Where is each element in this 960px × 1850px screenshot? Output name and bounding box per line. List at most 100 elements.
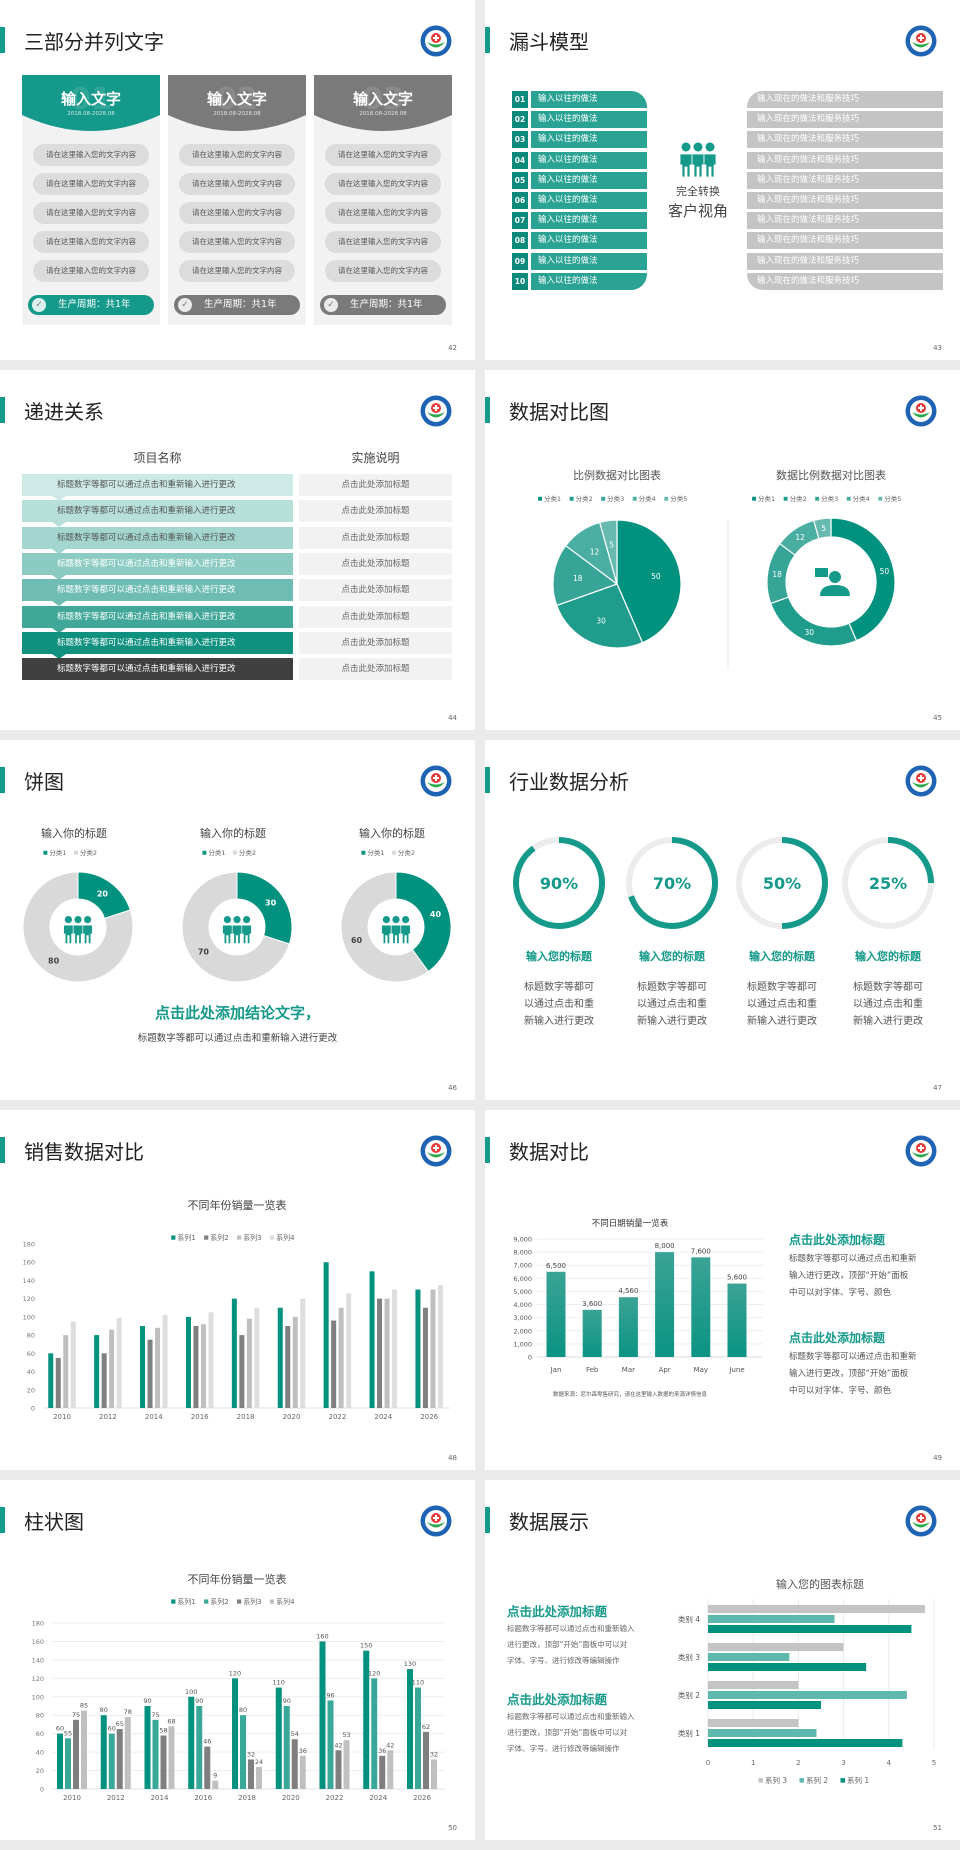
logo-cross (433, 35, 439, 41)
chart-title: 不同日期销量一览表 (592, 1218, 669, 1229)
funnel-left-item: 输入以往的做法 (531, 171, 647, 189)
progress-percent: 50% (763, 874, 801, 893)
slide-title: 行业数据分析 (509, 770, 629, 794)
slide-45[interactable]: 数据对比图 45 比例数据对比图表 分类1 分类2 分类3 分类4 分类5 50 30 18 12 5 数… (485, 370, 960, 730)
hospital-logo-icon (905, 765, 937, 797)
card-item: 请在这里输入您的文字内容 (179, 173, 295, 195)
data-label: 160 (316, 1632, 328, 1640)
data-label: 75 (72, 1711, 80, 1719)
page-number: 47 (933, 1084, 942, 1092)
page-number: 46 (448, 1084, 457, 1092)
data-label: 80 (48, 957, 60, 966)
block-text: 输入进行更改，顶部“开始”面板 (789, 1271, 909, 1281)
bar (70, 1321, 76, 1408)
slide-46[interactable]: 饼图 46 输入你的标题 分类1 分类2 20 80 输入你的标题 分类1 分类2 30 70 输入你的… (0, 740, 475, 1100)
y-tick-label: 0 (31, 1405, 35, 1413)
data-label: 42 (334, 1741, 342, 1749)
legend-label: 分类1 (544, 494, 561, 503)
page-number: 44 (448, 714, 457, 722)
y-tick-label: 20 (27, 1386, 35, 1394)
step-arrow (52, 653, 66, 659)
bar (407, 1669, 413, 1789)
title-accent-bar (0, 397, 5, 423)
slide-47[interactable]: 行业数据分析 47 90% 70% 50% 25% 输入您的标题 标题数字等都可 以通过点击和重… (485, 740, 960, 1100)
x-tick-label: 2016 (191, 1413, 209, 1421)
person-head (693, 142, 703, 152)
x-tick-label: Jan (550, 1366, 562, 1374)
legend-label: 系列4 (276, 1597, 295, 1606)
step-item: 标题数字等都可以通过点击和重新输入进行更改 (22, 658, 293, 681)
slide-44[interactable]: 递进关系 44 项目名称 实施说明 标题数字等都可以通过点击和重新输入进行更改 点击此处添… (0, 370, 475, 730)
bar (73, 1719, 79, 1789)
data-label: 12 (590, 547, 600, 556)
y-tick-label: 1,000 (513, 1340, 532, 1348)
slide-title: 饼图 (24, 770, 64, 794)
chart-title: 不同年份销量一览表 (188, 1198, 287, 1212)
block-text: 进行更改，顶部“开始”面板中可以对 (507, 1728, 628, 1737)
bar (63, 1335, 69, 1408)
slide-48[interactable]: 销售数据对比 48 不同年份销量一览表 系列1 系列2 系列3 系列4 0 20 40 60 80 10… (0, 1110, 475, 1470)
person-head (382, 916, 390, 924)
center-line1: 完全转换 (676, 185, 720, 198)
data-label: 62 (422, 1723, 430, 1731)
bar (208, 1312, 214, 1408)
slide-42[interactable]: 三部分并列文字 42 01 输入文字 2018.08-2028.08 请在这里输入您的文字… (0, 0, 475, 360)
slide-49[interactable]: 数据对比 49 不同日期销量一览表 0 1,000 2,000 3,000 4,000 5,00… (485, 1110, 960, 1470)
legend-label: 分类1 (367, 848, 384, 857)
title-accent-bar (0, 1137, 5, 1163)
column-header-name: 项目名称 (133, 451, 182, 465)
y-tick-label: 60 (27, 1350, 35, 1358)
legend-swatch (237, 1235, 242, 1240)
data-label: 5 (821, 524, 826, 533)
logo-leaf (912, 1522, 930, 1528)
slide-title: 漏斗模型 (509, 30, 589, 54)
pie-slice-2 (769, 596, 858, 647)
x-tick-label: 2016 (194, 1794, 212, 1802)
pie-slice-5 (812, 517, 832, 540)
chart-canvas: 90% 70% 50% 25% (513, 837, 934, 929)
legend-swatch (237, 1599, 242, 1604)
data-label: 50 (880, 567, 890, 576)
funnel-left-item: 输入以往的做法 (531, 91, 647, 108)
data-label: 150 (360, 1642, 372, 1650)
block-text: 字体、字号、进行修改等编辑操作 (507, 1744, 620, 1753)
title-accent-bar (0, 1507, 5, 1533)
page-number: 48 (448, 1454, 457, 1462)
bar (275, 1687, 282, 1789)
people-group-icon (381, 916, 411, 944)
y-tick-label: 40 (36, 1749, 44, 1757)
step-description: 点击此处添加标题 (299, 474, 452, 496)
bar (691, 1257, 711, 1357)
progress-percent: 70% (653, 874, 691, 893)
bar (343, 1740, 350, 1789)
slide-50[interactable]: 柱状图 50 不同年份销量一览表 系列1 系列2 系列3 系列4 0 20 40 60 80 100 12… (0, 1480, 475, 1840)
y-tick-label: 6,000 (513, 1275, 532, 1283)
slide-43[interactable]: 漏斗模型 43 01 输入以往的做法 输入现在的做法和服务技巧 02 输入以往的做法 输入现在… (485, 0, 960, 360)
legend-label: 系列3 (243, 1597, 261, 1606)
x-tick-label: 2014 (151, 1794, 169, 1802)
card-item: 请在这里输入您的文字内容 (33, 202, 149, 224)
bar (204, 1746, 211, 1789)
hospital-logo-icon (420, 765, 452, 797)
slide-title: 递进关系 (24, 400, 104, 424)
bar (546, 1271, 566, 1357)
x-tick-label: 2026 (420, 1413, 438, 1421)
x-tick-label: 2010 (53, 1413, 71, 1421)
legend-label: 分类2 (790, 494, 807, 503)
block-text: 字体、字号、进行修改等编辑操作 (507, 1656, 620, 1665)
bar (101, 1353, 107, 1408)
bar (81, 1710, 87, 1789)
bar (277, 1307, 283, 1408)
bar (212, 1780, 219, 1789)
y-tick-label: 140 (23, 1277, 35, 1285)
chart-title: 输入你的标题 (200, 826, 266, 840)
slide-51[interactable]: 数据展示 51 输入您的图表标题 0 1 2 3 4 5 类别 1 类别 2 类别 3 类别 4 系列 3… (485, 1480, 960, 1840)
data-label: 70 (198, 947, 210, 956)
bar (196, 1706, 203, 1789)
title-accent-bar (485, 397, 490, 423)
data-label: 78 (124, 1708, 132, 1716)
bar (116, 1317, 122, 1408)
data-label: 53 (342, 1731, 350, 1739)
legend-swatch (361, 850, 366, 855)
funnel-right-item: 输入现在的做法和服务技巧 (747, 91, 943, 108)
